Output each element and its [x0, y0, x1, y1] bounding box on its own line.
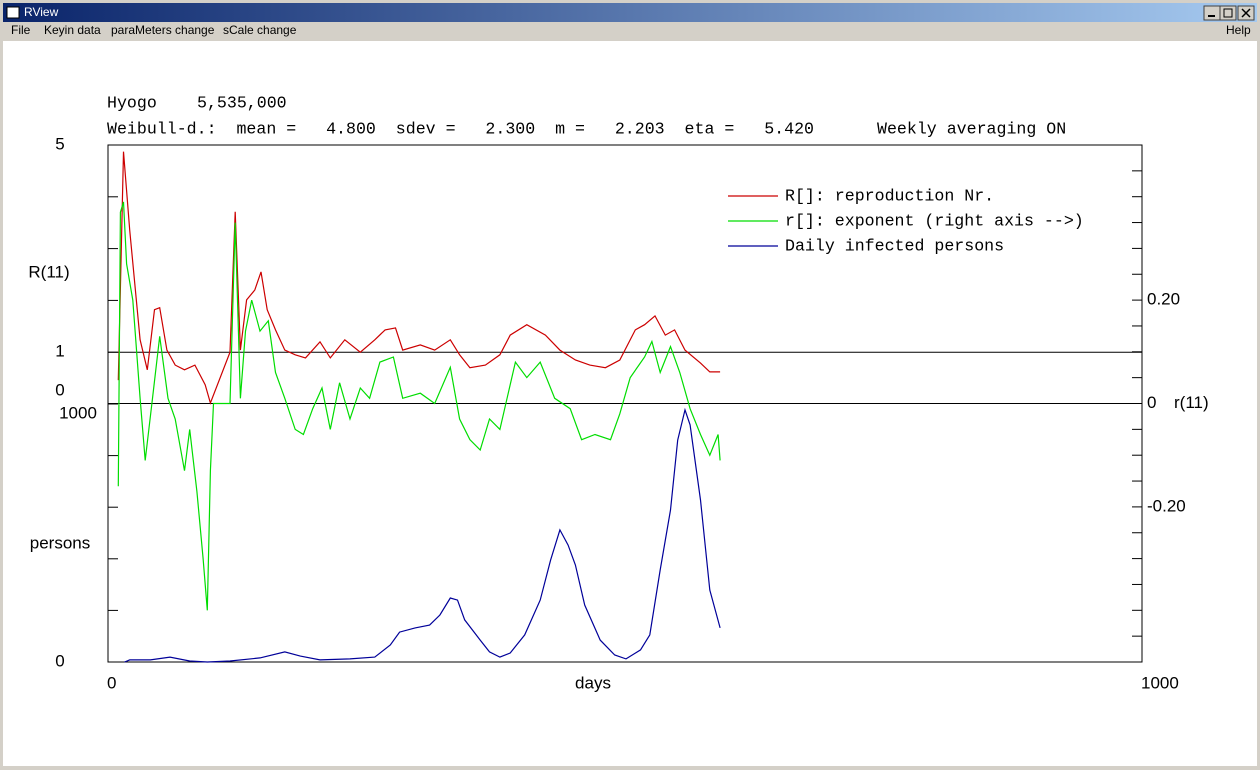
maximize-button[interactable]	[1219, 5, 1237, 21]
y-tick-label: 5	[55, 134, 64, 153]
y3-tick-label: 0	[55, 651, 64, 670]
y2-axis-label: r(11)	[1174, 393, 1209, 412]
averaging-note: Weekly averaging ON	[877, 119, 1066, 138]
minimize-button[interactable]	[1203, 5, 1221, 21]
parameters: Weibull-d.: mean = 4.800 sdev = 2.300 m …	[107, 119, 814, 138]
y2-tick-label: 0.20	[1147, 290, 1180, 309]
y-tick-label: 1	[55, 342, 64, 361]
menu-item[interactable]: paraMeters change	[111, 23, 215, 37]
x-axis-label: days	[575, 673, 611, 692]
title-bar	[3, 3, 1257, 22]
y3-axis-label: persons	[30, 533, 90, 552]
y-axis-label: R(11)	[28, 262, 69, 281]
menu-item[interactable]: Help	[1226, 23, 1251, 37]
menu-item[interactable]: File	[11, 23, 31, 37]
legend-label: Daily infected persons	[785, 236, 1004, 255]
y-tick-label: 0	[55, 380, 64, 399]
legend-label: R[]: reproduction Nr.	[785, 186, 994, 205]
app-icon	[6, 6, 20, 19]
y2-tick-label: 0	[1147, 393, 1156, 412]
menu-bar: File Keyin data paraMeters change sCale cha…	[11, 23, 297, 37]
region: Hyogo	[107, 93, 157, 112]
series-line	[124, 407, 721, 663]
x-tick-label: 0	[107, 673, 116, 692]
y3-tick-label: 1000	[59, 403, 97, 422]
window-controls	[1203, 5, 1255, 21]
series-line	[117, 151, 721, 405]
y2-tick-label: -0.20	[1147, 496, 1186, 515]
window-title: RView	[24, 5, 59, 19]
population: 5,535,000	[197, 93, 287, 112]
legend-label: r[]: exponent (right axis -->)	[785, 211, 1084, 230]
chart: Hyogo 5,535,000 Weibull-d.: mean = 4.800 s…	[28, 93, 1208, 692]
menu-item[interactable]: Keyin data	[44, 23, 101, 37]
series-line	[117, 201, 721, 611]
x-tick-label: 1000	[1141, 673, 1179, 692]
menu-item[interactable]: sCale change	[223, 23, 297, 37]
